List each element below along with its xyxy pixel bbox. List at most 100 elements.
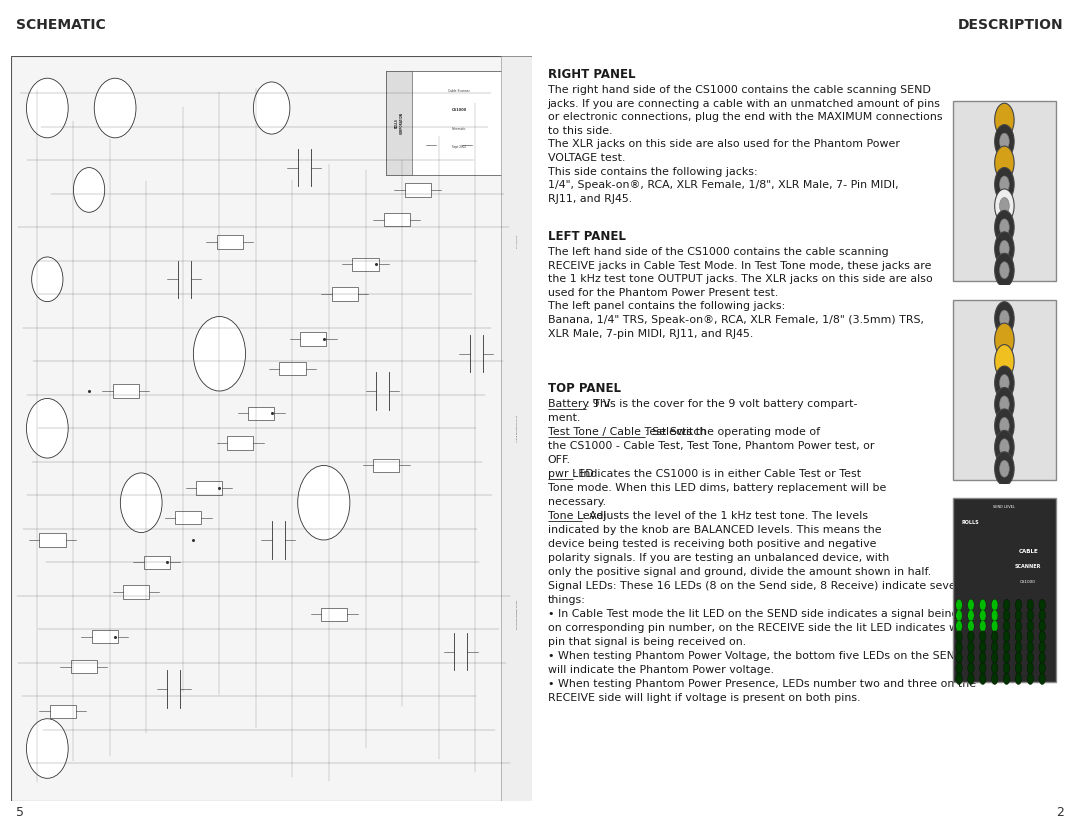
Circle shape — [956, 652, 962, 664]
Circle shape — [995, 366, 1014, 399]
Bar — [71, 660, 97, 673]
Circle shape — [968, 641, 974, 653]
Text: • When testing Phantom Power Voltage, the bottom five LEDs on the SEND side: • When testing Phantom Power Voltage, th… — [548, 651, 989, 661]
Circle shape — [1003, 673, 1010, 685]
Bar — [227, 436, 254, 450]
Circle shape — [1015, 610, 1022, 621]
Circle shape — [298, 465, 350, 540]
Circle shape — [991, 610, 998, 621]
Circle shape — [1000, 262, 1010, 279]
Bar — [195, 481, 222, 495]
Text: • In Cable Test mode the lit LED on the SEND side indicates a signal being sent: • In Cable Test mode the lit LED on the … — [548, 609, 986, 619]
Circle shape — [995, 189, 1014, 223]
Circle shape — [1039, 599, 1045, 610]
Text: polarity signals. If you are testing an unbalanced device, with: polarity signals. If you are testing an … — [548, 553, 889, 563]
Circle shape — [980, 641, 986, 653]
Circle shape — [1039, 620, 1045, 632]
Circle shape — [1027, 599, 1034, 610]
Circle shape — [26, 719, 68, 778]
Circle shape — [1039, 610, 1045, 621]
Text: TOP PANEL: TOP PANEL — [548, 382, 621, 394]
Circle shape — [995, 430, 1014, 465]
Circle shape — [1015, 673, 1022, 685]
Circle shape — [956, 620, 962, 632]
Text: OFF.: OFF. — [548, 455, 570, 465]
Text: Schematic: Schematic — [453, 127, 467, 131]
Text: on corresponding pin number, on the RECEIVE side the lit LED indicates which: on corresponding pin number, on the RECE… — [548, 623, 981, 633]
Circle shape — [1027, 673, 1034, 685]
Circle shape — [956, 662, 962, 674]
Bar — [374, 459, 400, 472]
Text: : This is the cover for the 9 volt battery compart-: : This is the cover for the 9 volt batte… — [586, 399, 858, 409]
Circle shape — [254, 82, 289, 134]
Circle shape — [1039, 652, 1045, 664]
Circle shape — [995, 168, 1014, 201]
Bar — [248, 407, 274, 420]
Text: The left hand side of the CS1000 contains the cable scanning
RECEIVE jacks in Ca: The left hand side of the CS1000 contain… — [548, 247, 932, 339]
Text: will indicate the Phantom Power voltage.: will indicate the Phantom Power voltage. — [548, 665, 773, 675]
Text: CS1000: CS1000 — [451, 108, 467, 112]
Circle shape — [980, 673, 986, 685]
Text: TEL AUD/AUX: TEL AUD/AUX — [516, 235, 517, 249]
Circle shape — [1000, 176, 1010, 193]
Text: DESCRIPTION: DESCRIPTION — [958, 18, 1064, 33]
Circle shape — [1027, 631, 1034, 642]
Circle shape — [995, 232, 1014, 266]
Circle shape — [1039, 641, 1045, 653]
Text: SCANNER: SCANNER — [1015, 564, 1041, 569]
Circle shape — [193, 317, 245, 391]
Circle shape — [956, 599, 962, 610]
Circle shape — [1015, 620, 1022, 632]
Bar — [40, 533, 66, 546]
Circle shape — [995, 344, 1014, 379]
Text: 5: 5 — [16, 806, 24, 819]
Bar — [175, 511, 201, 525]
Circle shape — [980, 631, 986, 642]
Bar — [332, 288, 357, 301]
Circle shape — [1027, 620, 1034, 632]
Circle shape — [1015, 631, 1022, 642]
Circle shape — [968, 673, 974, 685]
Circle shape — [1000, 310, 1010, 327]
Circle shape — [1000, 240, 1010, 257]
Circle shape — [1003, 662, 1010, 674]
Circle shape — [995, 409, 1014, 443]
Circle shape — [1003, 620, 1010, 632]
Bar — [501, 56, 532, 801]
Text: the CS1000 - Cable Test, Test Tone, Phantom Power test, or: the CS1000 - Cable Test, Test Tone, Phan… — [548, 440, 874, 450]
Bar — [50, 705, 76, 718]
Circle shape — [1027, 610, 1034, 621]
Circle shape — [94, 78, 136, 138]
Circle shape — [956, 673, 962, 685]
Circle shape — [73, 168, 105, 213]
Circle shape — [1000, 374, 1010, 391]
Circle shape — [995, 388, 1014, 421]
Bar — [92, 631, 118, 644]
Circle shape — [968, 599, 974, 610]
Text: Tone Level: Tone Level — [548, 510, 606, 520]
Text: 2: 2 — [1056, 806, 1064, 819]
Circle shape — [980, 662, 986, 674]
Circle shape — [956, 641, 962, 653]
Text: pwr LED: pwr LED — [548, 469, 593, 479]
Circle shape — [991, 620, 998, 632]
Text: Tone mode. When this LED dims, battery replacement will be: Tone mode. When this LED dims, battery r… — [548, 483, 886, 493]
Circle shape — [995, 124, 1014, 158]
Circle shape — [995, 146, 1014, 180]
Circle shape — [995, 210, 1014, 244]
Circle shape — [991, 673, 998, 685]
Text: pin that signal is being received on.: pin that signal is being received on. — [548, 636, 745, 646]
Bar — [112, 384, 138, 398]
Text: indicated by the knob are BALANCED levels. This means the: indicated by the knob are BALANCED level… — [548, 525, 881, 535]
Circle shape — [1000, 460, 1010, 477]
Text: PHANTOM POWER/1 KZ REL: PHANTOM POWER/1 KZ REL — [516, 600, 517, 630]
Circle shape — [1039, 662, 1045, 674]
Circle shape — [26, 399, 68, 458]
Circle shape — [1000, 396, 1010, 413]
Text: CABLE TEST/PHAN VOLTS: CABLE TEST/PHAN VOLTS — [516, 414, 517, 442]
Circle shape — [980, 610, 986, 621]
Text: Cable Scanner: Cable Scanner — [448, 89, 471, 93]
Circle shape — [968, 652, 974, 664]
Text: LEFT PANEL: LEFT PANEL — [548, 230, 625, 244]
Bar — [300, 332, 326, 345]
